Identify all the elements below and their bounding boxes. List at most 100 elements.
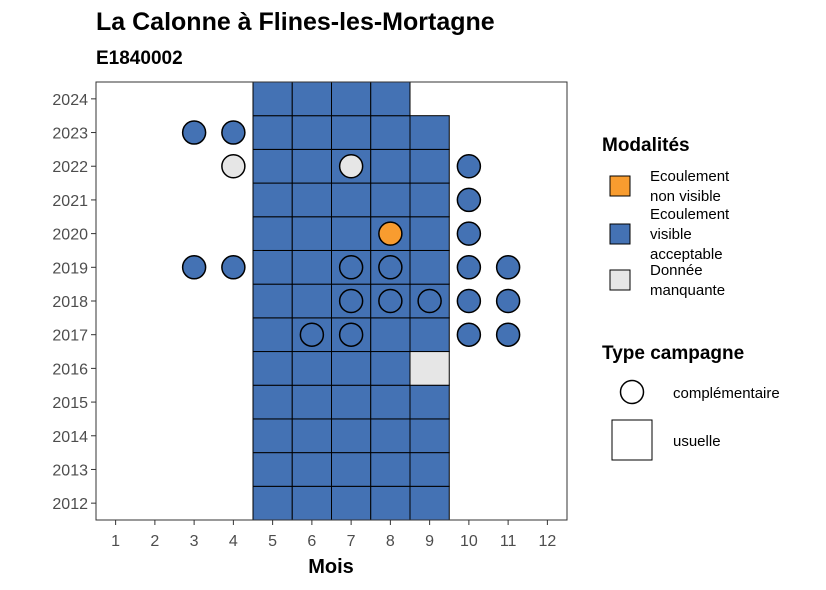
point-2019-8 [378,255,403,280]
tile-2016-6 [291,351,332,386]
y-tick-label-2024: 2024 [52,92,88,109]
legend-campagne-label-0: complémentaire [673,385,780,402]
point-2023-4 [221,120,246,145]
tile-2018-5 [252,283,293,319]
tile-2023-5 [252,115,293,150]
tile-2012-7 [331,485,372,521]
tile-2014-8 [370,418,411,454]
tile-2013-7 [331,452,372,487]
legend-key-1 [609,223,631,245]
point-2022-10 [456,153,482,179]
y-tick-label-2017: 2017 [52,328,88,345]
chart-subtitle: E1840002 [96,48,183,69]
x-tick-label-5: 5 [268,533,277,550]
tile-2015-8 [370,384,411,420]
x-tick-label-6: 6 [307,533,316,550]
y-tick-label-2021: 2021 [52,193,88,210]
y-tick-label-2013: 2013 [52,462,88,479]
x-tick-label-8: 8 [386,533,395,550]
point-2017-7 [338,322,364,347]
x-tick-label-1: 1 [111,533,120,550]
y-tick-label-2016: 2016 [52,361,88,378]
tile-2019-9 [409,249,450,285]
tile-2021-8 [370,182,411,218]
x-tick-label-11: 11 [500,533,517,550]
point-2018-10 [456,288,482,314]
tile-2021-7 [331,182,372,218]
tile-2023-9 [409,115,450,150]
tile-2021-5 [252,182,293,218]
tile-2014-6 [291,418,332,454]
tile-2016-8 [370,351,411,386]
point-2019-4 [221,255,246,280]
tile-2012-5 [252,485,293,521]
y-tick-label-2019: 2019 [52,260,88,277]
tile-2015-9 [409,384,450,420]
tile-2024-7 [331,81,372,117]
tile-2013-9 [409,452,450,487]
y-tick-label-2012: 2012 [52,496,88,513]
x-tick-label-12: 12 [538,533,556,550]
tile-2020-6 [291,216,332,251]
y-tick-label-2022: 2022 [52,159,88,176]
point-2018-11 [495,288,521,314]
y-tick-label-2023: 2023 [52,126,88,143]
point-2019-7 [338,255,364,280]
tile-2014-5 [252,418,293,454]
legend-label-1-0: Ecoulement [650,206,730,223]
tile-2019-6 [291,249,332,285]
tile-2016-7 [331,351,372,386]
y-tick-label-2015: 2015 [52,395,88,412]
point-2017-10 [456,322,482,347]
tile-2020-7 [331,216,372,251]
tile-2012-8 [370,485,411,521]
tile-2014-9 [409,418,450,454]
legend-circle-key [619,379,645,405]
x-tick-label-2: 2 [150,533,159,550]
tile-2015-6 [291,384,332,420]
legend-key-2 [609,269,631,291]
legend-campagne-label-1: usuelle [673,433,721,450]
legend-label-1-1: visible [650,226,692,243]
legend-label-1-2: acceptable [650,246,723,263]
legend-label-2-1: manquante [650,282,725,299]
tile-2017-5 [252,317,293,353]
tile-2014-7 [331,418,372,454]
tile-2013-5 [252,452,293,487]
point-2017-6 [299,322,325,347]
x-axis-title: Mois [308,556,354,578]
point-2019-11 [495,255,521,280]
legend-label-0-1: non visible [650,188,721,205]
tile-2023-8 [370,115,411,150]
tile-2024-6 [291,81,332,117]
tile-2013-8 [370,452,411,487]
point-2019-3 [181,255,207,280]
x-tick-label-4: 4 [229,533,238,550]
legend-square-key [611,419,653,461]
chart-title: La Calonne à Flines-les-Mortagne [96,8,495,36]
point-2020-10 [456,221,482,246]
axes: 1 2 3 4 5 6 7 8 9 10 11 122012201320142015201620172… [52,81,568,550]
y-tick-label-2020: 2020 [52,227,88,244]
tile-2022-8 [370,148,411,184]
point-2018-7 [338,288,364,314]
legend-label-0-0: Ecoulement [650,168,730,185]
tile-2019-5 [252,249,293,285]
tile-2022-5 [252,148,293,184]
point-2022-7 [338,153,364,179]
legend-label-2-0: Donnée [650,262,703,279]
y-tick-label-2014: 2014 [52,429,88,446]
x-tick-label-10: 10 [460,533,478,550]
x-tick-label-7: 7 [347,533,356,550]
point-2018-8 [378,288,403,314]
x-tick-label-9: 9 [425,533,434,550]
tile-2017-8 [370,317,411,353]
legend-campagne-title: Type campagne [602,343,744,364]
point-2023-3 [181,120,207,145]
tile-2023-6 [291,115,332,150]
tile-2015-7 [331,384,372,420]
x-tick-label-3: 3 [190,533,199,550]
tile-2021-9 [409,182,450,218]
